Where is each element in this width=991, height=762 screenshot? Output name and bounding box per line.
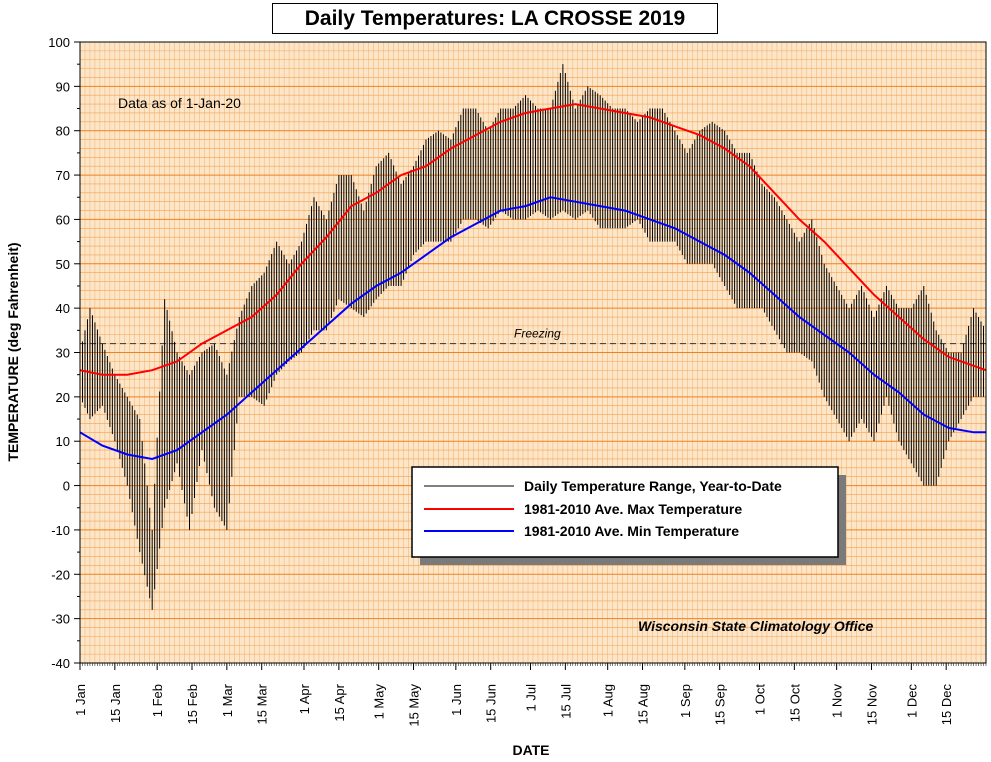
- y-tick-label: 70: [56, 168, 70, 183]
- y-tick-label: 90: [56, 79, 70, 94]
- average-lines: [79, 103, 987, 461]
- x-tick-label: 15 Jan: [108, 684, 123, 723]
- x-tick-label: 15 Jun: [484, 684, 499, 723]
- legend-box: [411, 466, 839, 558]
- y-tick-label: 50: [56, 257, 70, 272]
- legend-label: Daily Temperature Range, Year-to-Date: [524, 478, 782, 494]
- x-tick-label: 1 Aug: [601, 684, 616, 717]
- x-tick-label: 1 Oct: [753, 684, 768, 715]
- x-tick-label: 1 Mar: [220, 683, 235, 717]
- x-tick-label: 15 Oct: [787, 684, 802, 723]
- x-axis-title: DATE: [512, 742, 549, 758]
- y-tick-label: 0: [63, 479, 70, 494]
- y-tick-label: 100: [48, 35, 70, 50]
- legend-label: 1981-2010 Ave. Max Temperature: [524, 501, 742, 517]
- y-tick-label: 10: [56, 434, 70, 449]
- legend: Daily Temperature Range, Year-to-Date 198…: [411, 466, 846, 565]
- y-tick-label: -10: [51, 523, 70, 538]
- x-tick-label: 15 Apr: [332, 683, 347, 721]
- y-tick-label: 20: [56, 390, 70, 405]
- annotations: Data as of 1-Jan-20 Wisconsin State Clima…: [118, 95, 874, 634]
- y-tick-label: 40: [56, 301, 70, 316]
- x-tick-label: 15 Sep: [713, 684, 728, 725]
- x-tick-label: 1 Jul: [524, 684, 539, 712]
- avg-min-line: [79, 196, 986, 461]
- x-tick-label: 15 May: [407, 684, 422, 727]
- x-tick-label: 1 Sep: [678, 684, 693, 718]
- y-tick-label: -40: [51, 656, 70, 671]
- avg-max-line: [79, 103, 987, 376]
- x-tick-label: 15 Aug: [636, 684, 651, 725]
- axes: -40 -30 -20 -10 0 10 20 30 40 50 60 70 80 90 100 1 Jan 1…: [5, 35, 987, 758]
- data-as-of-note: Data as of 1-Jan-20: [118, 95, 241, 111]
- chart-title: Daily Temperatures: LA CROSSE 2019: [272, 3, 718, 34]
- y-tick-label: -30: [51, 612, 70, 627]
- x-tick-label: 1 Feb: [150, 684, 165, 717]
- x-tick-label: 15 Mar: [255, 683, 270, 724]
- y-tick-label: 60: [56, 212, 70, 227]
- x-tick-label: 1 Jan: [73, 684, 88, 716]
- x-tick-label: 15 Nov: [865, 684, 880, 726]
- legend-label: 1981-2010 Ave. Min Temperature: [524, 523, 739, 539]
- x-tick-label: 15 Dec: [939, 684, 954, 726]
- freezing-label: Freezing: [514, 327, 561, 341]
- x-tick-label: 1 Dec: [904, 684, 919, 718]
- x-tick-label: 1 May: [372, 684, 387, 720]
- y-tick-label: 80: [56, 124, 70, 139]
- x-tick-label: 1 Jun: [449, 684, 464, 716]
- x-tick-label: 15 Jul: [558, 684, 573, 719]
- x-tick-label: 1 Apr: [297, 683, 312, 714]
- credit-text: Wisconsin State Climatology Office: [638, 618, 874, 634]
- x-tick-label: 15 Feb: [185, 684, 200, 724]
- y-tick-label: -20: [51, 567, 70, 582]
- y-axis-title: TEMPERATURE (deg Fahrenheit): [5, 242, 21, 461]
- y-tick-label: 30: [56, 346, 70, 361]
- x-tick-label: 1 Nov: [830, 684, 845, 718]
